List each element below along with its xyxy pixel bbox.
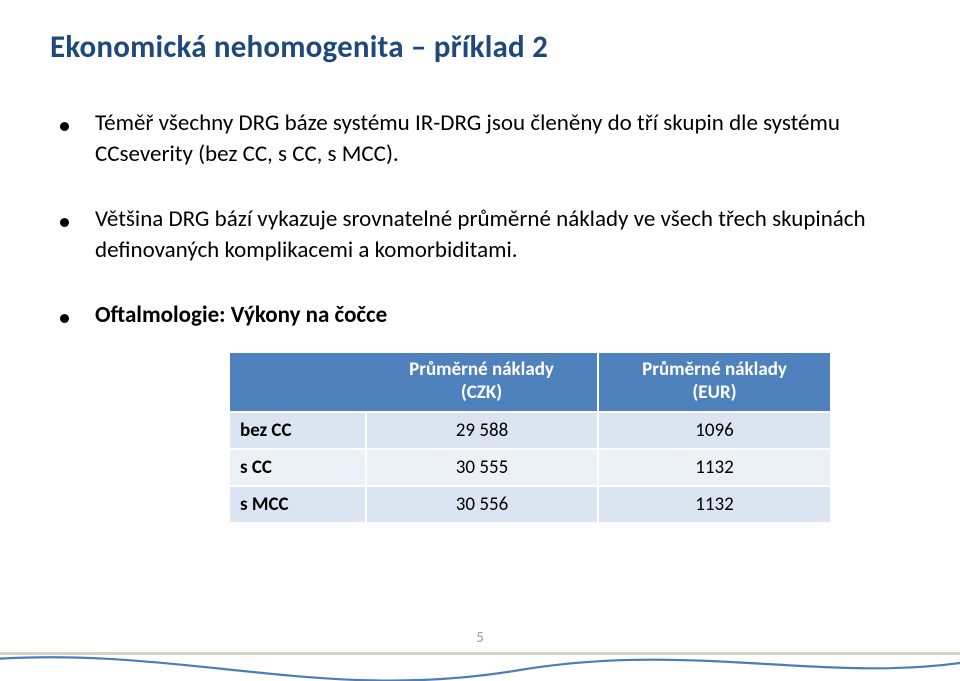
- slide: Ekonomická nehomogenita – příklad 2 Témě…: [0, 0, 960, 681]
- table-corner-cell: [230, 353, 366, 412]
- wave-path: [0, 657, 960, 680]
- bullet-list: Téměř všechny DRG báze systému IR-DRG js…: [50, 108, 910, 331]
- column-header-line1: Průměrné náklady: [409, 358, 554, 381]
- cell-czk: 30 555: [366, 449, 598, 486]
- table-header-row: Průměrné náklady (CZK) Průměrné náklady …: [230, 353, 830, 412]
- table: Průměrné náklady (CZK) Průměrné náklady …: [230, 353, 830, 522]
- column-header-eur: Průměrné náklady (EUR): [598, 353, 830, 412]
- bullet-text: Většina DRG bází vykazuje srovnatelné pr…: [95, 204, 910, 266]
- footer-curve: [0, 654, 960, 681]
- bullet-icon: [60, 122, 69, 131]
- bullet-text: Téměř všechny DRG báze systému IR-DRG js…: [95, 108, 910, 170]
- row-label: s MCC: [230, 486, 366, 522]
- list-item: Většina DRG bází vykazuje srovnatelné pr…: [60, 204, 910, 266]
- row-label: bez CC: [230, 412, 366, 449]
- bullet-icon: [60, 314, 69, 323]
- bullet-icon: [60, 218, 69, 227]
- list-item: Téměř všechny DRG báze systému IR-DRG js…: [60, 108, 910, 170]
- cost-table: Průměrné náklady (CZK) Průměrné náklady …: [230, 353, 830, 522]
- cell-czk: 29 588: [366, 412, 598, 449]
- column-header-line1: Průměrné náklady: [642, 358, 787, 381]
- wave-icon: [0, 654, 960, 681]
- cell-czk: 30 556: [366, 486, 598, 522]
- column-header-line2: (EUR): [692, 381, 736, 404]
- row-label: s CC: [230, 449, 366, 486]
- bullet-text: Oftalmologie: Výkony na čočce: [95, 300, 387, 331]
- column-header-czk: Průměrné náklady (CZK): [366, 353, 598, 412]
- table-row: s CC 30 555 1132: [230, 449, 830, 486]
- table-row: bez CC 29 588 1096: [230, 412, 830, 449]
- page-number: 5: [0, 629, 960, 647]
- cell-eur: 1132: [598, 449, 830, 486]
- list-item: Oftalmologie: Výkony na čočce: [60, 300, 910, 331]
- column-header-line2: (CZK): [461, 381, 502, 404]
- cell-eur: 1132: [598, 486, 830, 522]
- cell-eur: 1096: [598, 412, 830, 449]
- footer-divider: [0, 652, 960, 655]
- table-row: s MCC 30 556 1132: [230, 486, 830, 522]
- page-title: Ekonomická nehomogenita – příklad 2: [50, 28, 910, 66]
